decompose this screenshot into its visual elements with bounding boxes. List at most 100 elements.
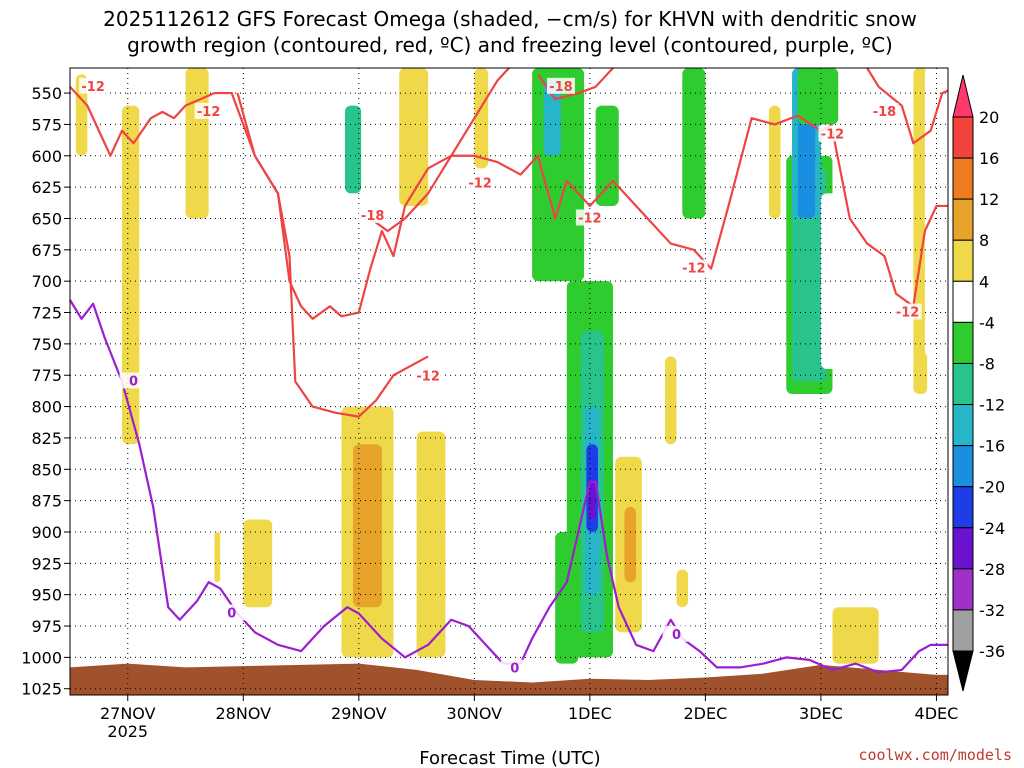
contour-label-bg bbox=[466, 174, 495, 191]
x-tick-label: 29NOV bbox=[331, 704, 387, 723]
colorbar-swatch bbox=[952, 486, 974, 529]
y-tick-label: 950 bbox=[31, 586, 62, 605]
colorbar-bottom-arrow bbox=[952, 650, 974, 692]
contour-label: 0 bbox=[227, 606, 236, 621]
x-tick-label: 28NOV bbox=[215, 704, 271, 723]
plot-frame bbox=[69, 67, 949, 696]
colorbar-label: 8 bbox=[979, 231, 989, 250]
y-tick-label: 825 bbox=[31, 429, 62, 448]
omega-cell bbox=[416, 431, 446, 658]
omega-cell bbox=[664, 356, 677, 445]
omega-cell bbox=[676, 569, 689, 608]
omega-cell bbox=[740, 105, 764, 482]
colorbar-swatch bbox=[952, 157, 974, 200]
colorbar-swatch bbox=[952, 362, 974, 406]
colorbar-swatch bbox=[952, 404, 974, 447]
contour-labels: -12 -12 -18 -12 -12 -18 -12 -12 -12 -18 -12 0 0 0 0 bbox=[79, 77, 922, 677]
contour-label-bg bbox=[893, 303, 922, 320]
colorbar-swatch bbox=[952, 321, 974, 364]
y-tick-label: 675 bbox=[31, 241, 62, 260]
colorbar-label: -20 bbox=[979, 478, 1005, 497]
omega-cell bbox=[624, 506, 637, 583]
contour-label-bg bbox=[546, 77, 575, 94]
contour-line bbox=[69, 86, 833, 320]
contour-label-bg bbox=[679, 259, 708, 276]
colorbar-top-arrow bbox=[952, 74, 974, 118]
colorbar-label: -24 bbox=[979, 519, 1005, 538]
contour-label: -18 bbox=[873, 105, 897, 120]
omega-cell bbox=[451, 105, 475, 244]
omega-cell bbox=[399, 68, 429, 206]
surface-terrain bbox=[70, 663, 948, 695]
chart-title-line-2: growth region (contoured, red, ºC) and f… bbox=[127, 33, 893, 57]
omega-cell bbox=[344, 105, 362, 194]
omega-cell bbox=[797, 68, 839, 125]
omega-cell bbox=[353, 444, 382, 608]
colorbar-label: -16 bbox=[979, 437, 1005, 456]
omega-cell bbox=[832, 607, 879, 664]
y-tick-label: 700 bbox=[31, 272, 62, 291]
y-tick-label: 775 bbox=[31, 366, 62, 385]
colorbar-label: 20 bbox=[979, 108, 999, 127]
contour-label-bg bbox=[217, 604, 246, 621]
y-tick-label: 750 bbox=[31, 335, 62, 354]
omega-cell bbox=[820, 193, 839, 369]
colorbar-label: -28 bbox=[979, 560, 1005, 579]
contour-label: -18 bbox=[549, 80, 573, 95]
omega-cell bbox=[797, 105, 816, 219]
contour-label: -12 bbox=[416, 369, 440, 384]
contour-label-bg bbox=[662, 625, 691, 642]
omega-cell bbox=[318, 331, 342, 532]
contour-line bbox=[369, 67, 510, 233]
contour-label: -12 bbox=[468, 176, 492, 191]
y-tick-label: 725 bbox=[31, 304, 62, 323]
x-tick-sublabel: 2025 bbox=[107, 722, 148, 741]
contour-label: -12 bbox=[578, 211, 602, 226]
x-tick-label: 1DEC bbox=[568, 704, 612, 723]
omega-cell bbox=[410, 281, 434, 382]
contour-label-bg bbox=[358, 206, 387, 223]
colorbar-label: 16 bbox=[979, 149, 999, 168]
colorbar-swatch bbox=[952, 609, 974, 652]
colorbar-swatch bbox=[952, 568, 974, 611]
x-axis-label: Forecast Time (UTC) bbox=[419, 748, 600, 768]
credit-text: coolwx.com/models bbox=[858, 746, 1012, 764]
omega-cell bbox=[588, 481, 596, 520]
contour-label: -12 bbox=[682, 262, 706, 277]
x-tick-label: 4DEC bbox=[915, 704, 959, 723]
contour-line bbox=[831, 130, 948, 308]
omega-cell bbox=[838, 582, 850, 608]
colorbar-label: 12 bbox=[979, 190, 999, 209]
contour-label-bg bbox=[79, 77, 108, 94]
colorbar-label: -12 bbox=[979, 396, 1005, 415]
colorbar-swatch bbox=[952, 280, 974, 323]
y-tick-label: 975 bbox=[31, 617, 62, 636]
chart-title-line-1: 2025112612 GFS Forecast Omega (shaded, −… bbox=[103, 7, 917, 31]
y-tick-label: 800 bbox=[31, 398, 62, 417]
omega-cell bbox=[792, 168, 827, 382]
contour-label: 0 bbox=[672, 628, 681, 643]
colorbar-swatch bbox=[952, 445, 974, 488]
contour-label-bg bbox=[194, 102, 223, 119]
omega-cell bbox=[716, 68, 735, 332]
colorbar-label: -32 bbox=[979, 601, 1005, 620]
omega-cell bbox=[139, 105, 154, 282]
x-tick-label: 2DEC bbox=[684, 704, 728, 723]
colorbar-swatch bbox=[952, 239, 974, 282]
colorbar-swatch bbox=[952, 116, 974, 159]
contour-label: -12 bbox=[821, 127, 845, 142]
y-tick-label: 575 bbox=[31, 115, 62, 134]
contour-label-bg bbox=[500, 659, 529, 676]
contour-label: -12 bbox=[197, 105, 221, 120]
x-tick-label: 3DEC bbox=[799, 704, 843, 723]
colorbar-label: 4 bbox=[979, 272, 989, 291]
omega-cell bbox=[243, 519, 273, 608]
y-axis: 550 575 600 625 650 675 700 725 750 775 800 825 850 8… bbox=[21, 84, 70, 699]
y-tick-label: 650 bbox=[31, 209, 62, 228]
contour-line bbox=[236, 92, 429, 418]
y-tick-label: 925 bbox=[31, 554, 62, 573]
colorbar-swatch bbox=[952, 527, 974, 570]
x-tick-label: 30NOV bbox=[447, 704, 503, 723]
